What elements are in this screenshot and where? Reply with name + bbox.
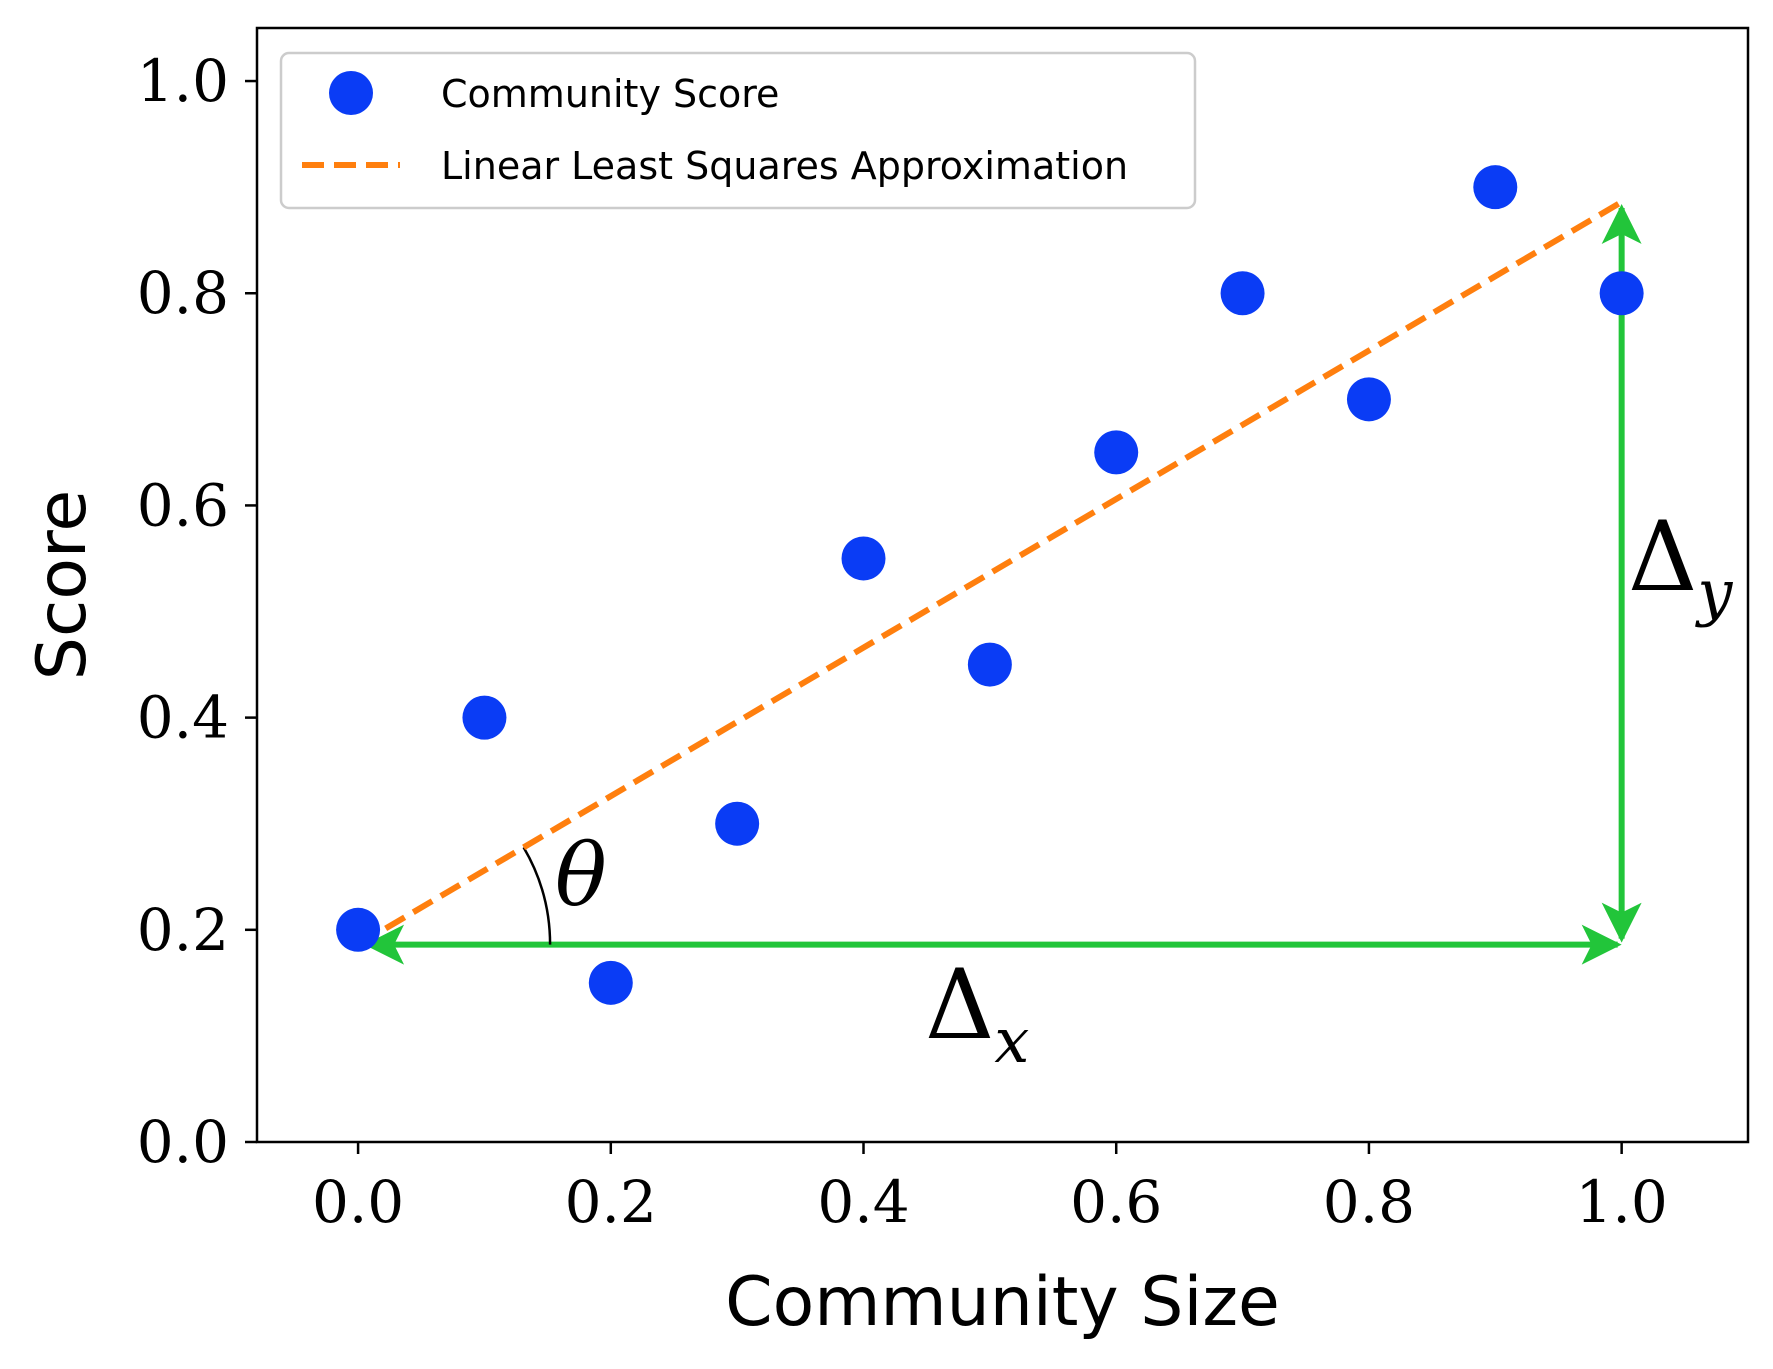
y-tick-label: 0.4: [137, 684, 229, 752]
legend-label-line: Linear Least Squares Approximation: [441, 144, 1128, 188]
legend-label-scatter: Community Score: [441, 72, 779, 116]
legend: Community Score Linear Least Squares Appr…: [279, 51, 1197, 210]
x-tick-label: 1.0: [1576, 1168, 1668, 1236]
x-tick-label: 0.8: [1323, 1168, 1415, 1236]
delta-y-label: Δy: [1628, 501, 1733, 629]
data-point: [336, 907, 381, 952]
data-point: [588, 960, 633, 1005]
axes: 0.0 0.2 0.4 0.6 0.8 1.0 0.0 0.2 0.4 0.6 0.8 1.0 Comm…: [23, 26, 1750, 1342]
x-tick-label: 0.4: [817, 1168, 909, 1236]
data-point: [1346, 377, 1391, 422]
data-point: [462, 695, 507, 740]
data-point: [1473, 165, 1518, 210]
y-tick-label: 1.0: [137, 47, 229, 115]
y-axis-title: Score: [23, 490, 102, 680]
data-point: [1220, 271, 1265, 316]
data-point: [1094, 430, 1139, 475]
y-tick-label: 0.6: [137, 471, 229, 539]
plot-frame: [255, 26, 1750, 1144]
theta-arc: [522, 846, 552, 945]
x-tick-label: 0.2: [565, 1168, 657, 1236]
data-point: [841, 536, 886, 581]
y-tick-label: 0.0: [137, 1108, 229, 1176]
legend-box: [279, 51, 1197, 210]
annotation-labels: θ Δx Δy: [555, 501, 1733, 1077]
x-axis-title: Community Size: [725, 1263, 1280, 1342]
y-tick-label: 0.2: [137, 896, 229, 964]
fit-line: [356, 199, 1624, 948]
fit-line-layer: [356, 199, 1624, 948]
theta-label: θ: [555, 826, 607, 926]
annotation-arrows: [364, 203, 1642, 965]
x-tick-label: 0.6: [1070, 1168, 1162, 1236]
legend-marker-scatter: [329, 71, 373, 115]
y-tick-label: 0.8: [137, 259, 229, 327]
data-point: [715, 801, 760, 846]
delta-x-label: Δx: [925, 949, 1029, 1077]
data-points: [336, 165, 1644, 1005]
data-point: [1599, 271, 1644, 316]
x-tick-label: 0.0: [312, 1168, 404, 1236]
data-point: [967, 642, 1012, 687]
